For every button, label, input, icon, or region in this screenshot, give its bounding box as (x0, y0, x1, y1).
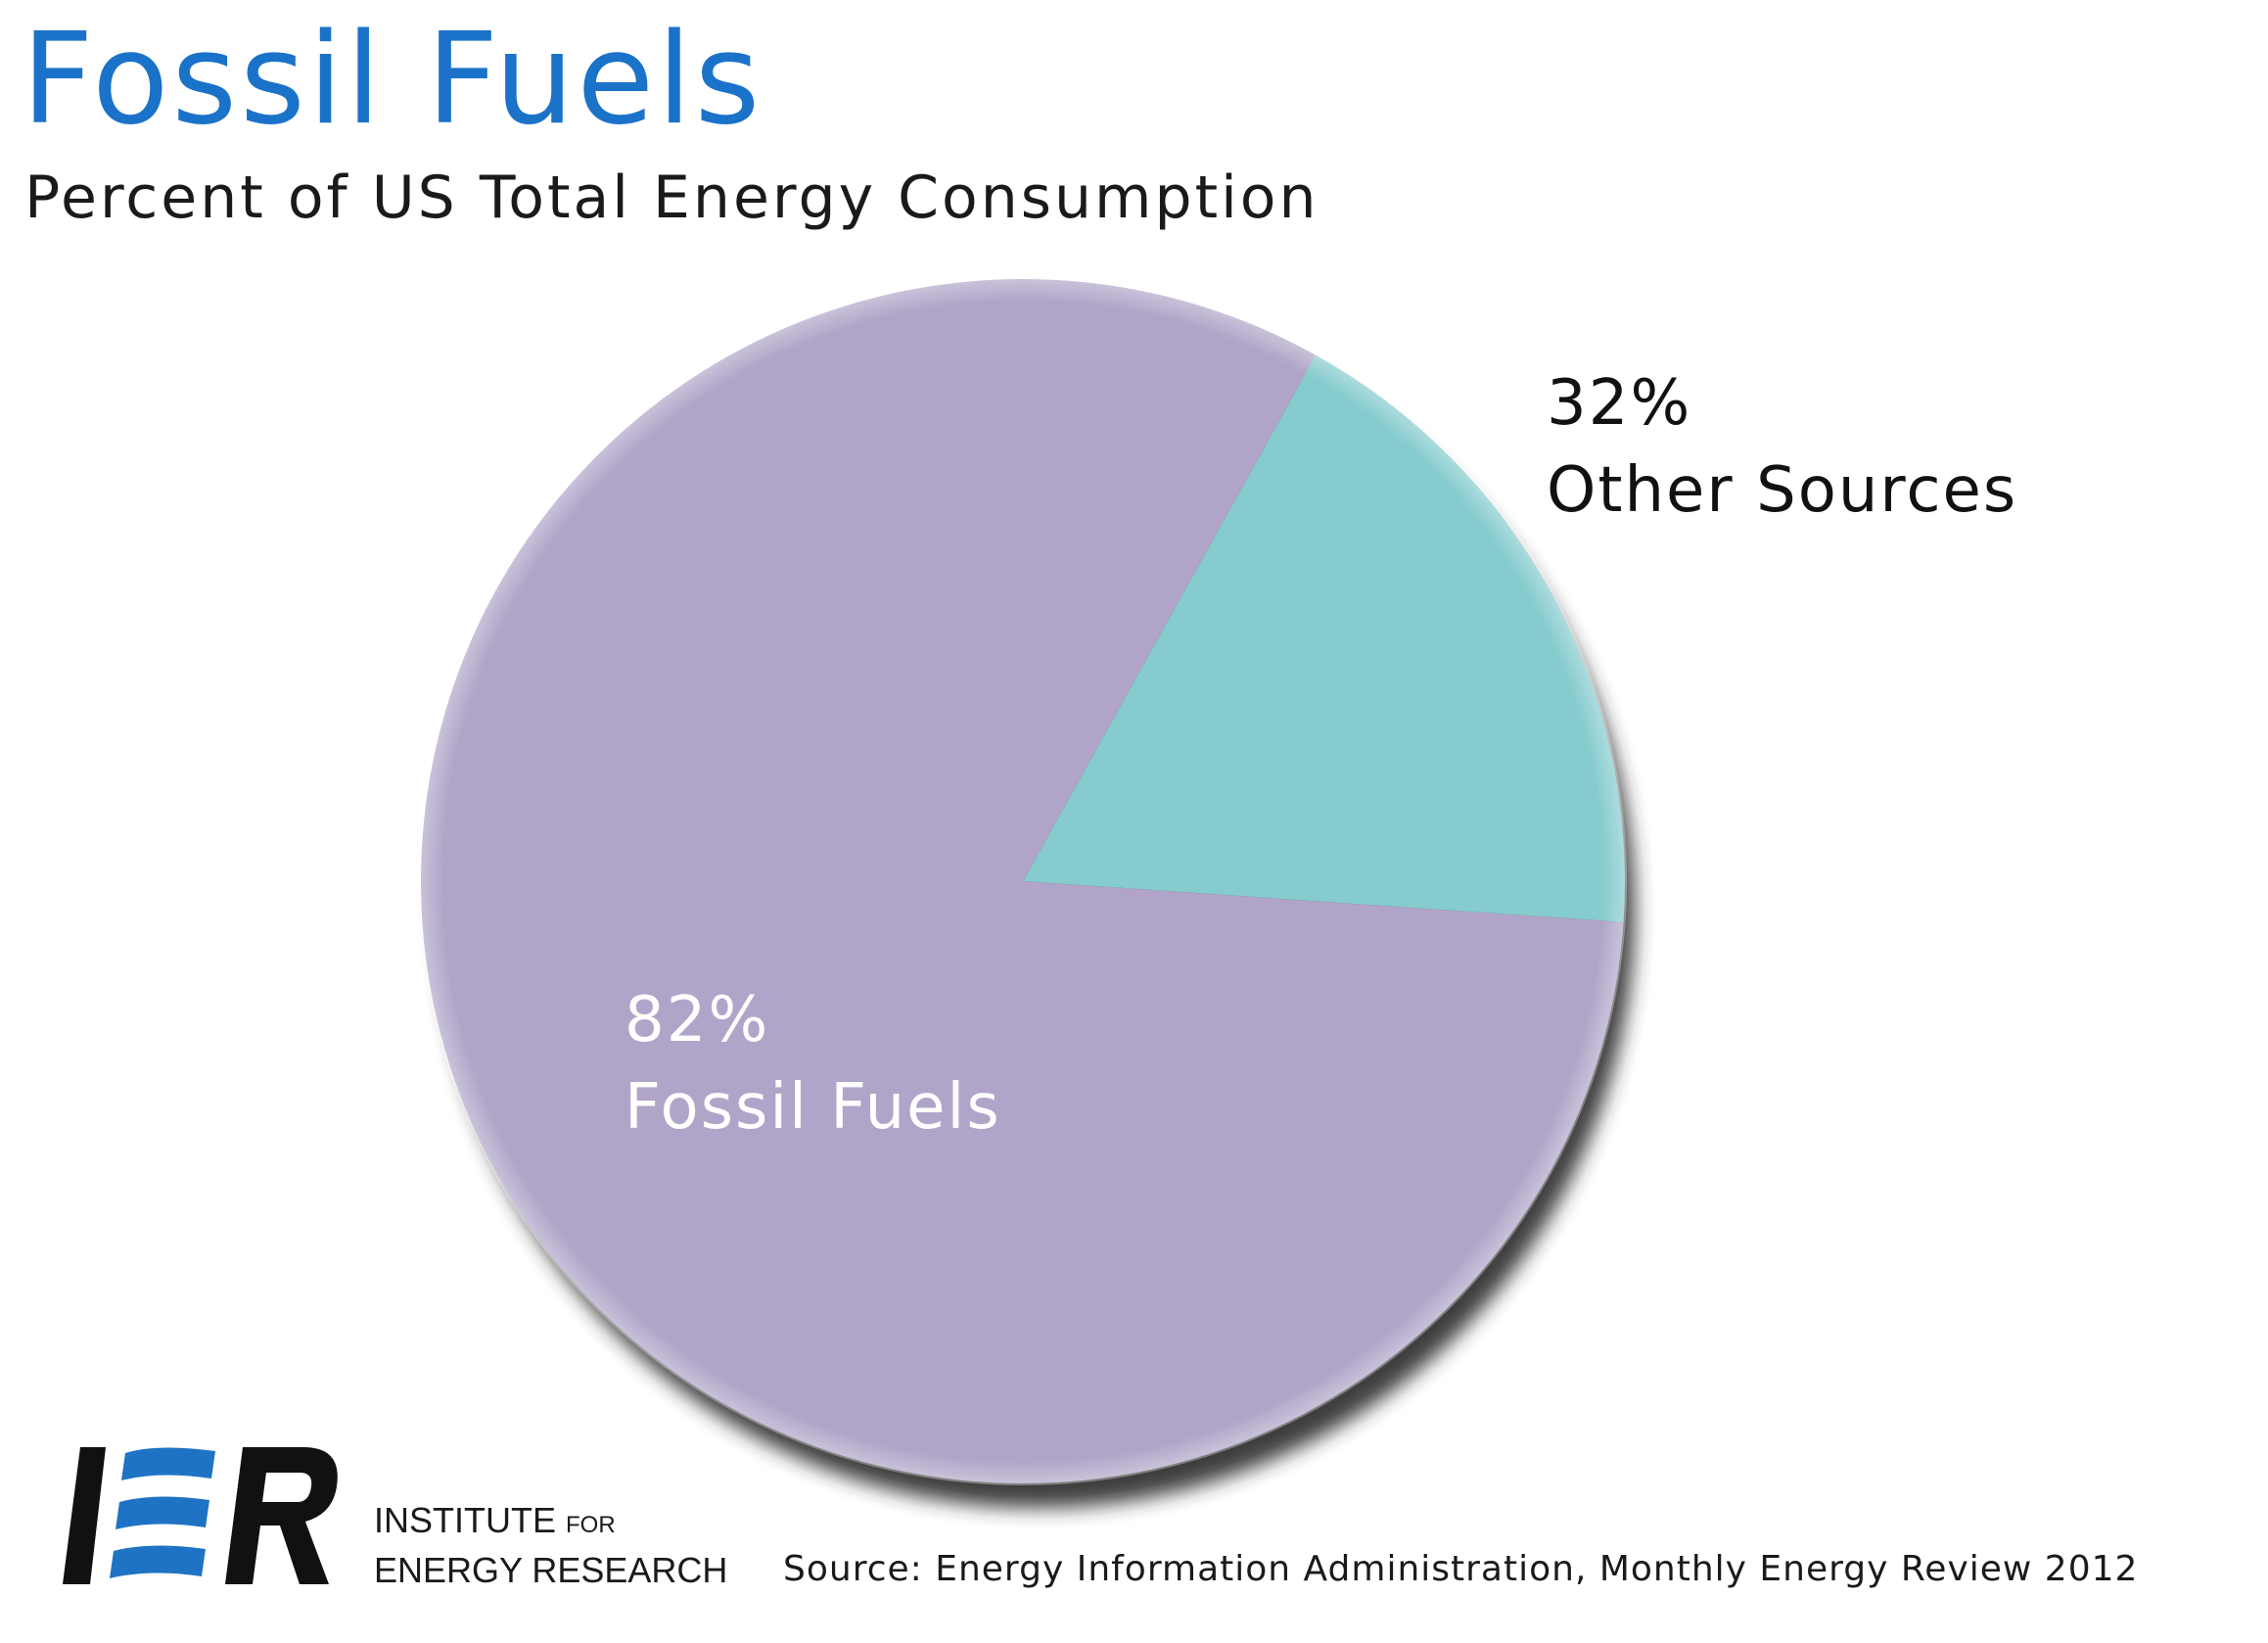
slice-value-fossil-fuels: 82% (625, 984, 769, 1056)
chart-subtitle: Percent of US Total Energy Consumption (24, 164, 1319, 232)
ier-logo-text: INSTITUTE FOR ENERGY RESEARCH (374, 1498, 727, 1593)
slice-value-other-sources: 32% (1547, 367, 1691, 440)
slice-label-other-sources: Other Sources (1547, 454, 2017, 527)
source-note: Source: Energy Information Administratio… (783, 1549, 2139, 1589)
ier-logo (63, 1447, 338, 1584)
pie-rim (419, 277, 1627, 1485)
slice-label-fossil-fuels: Fossil Fuels (625, 1071, 1001, 1144)
ier-logo-line1: INSTITUTE FOR (374, 1498, 727, 1548)
ier-logo-i (63, 1447, 106, 1584)
chart-title: Fossil Fuels (22, 7, 764, 153)
ier-logo-for: FOR (566, 1512, 616, 1538)
ier-logo-line2: ENERGY RESEARCH (374, 1550, 728, 1590)
ier-logo-institute: INSTITUTE (374, 1500, 556, 1540)
ier-logo-e (110, 1447, 215, 1578)
ier-logo-r (225, 1447, 338, 1584)
